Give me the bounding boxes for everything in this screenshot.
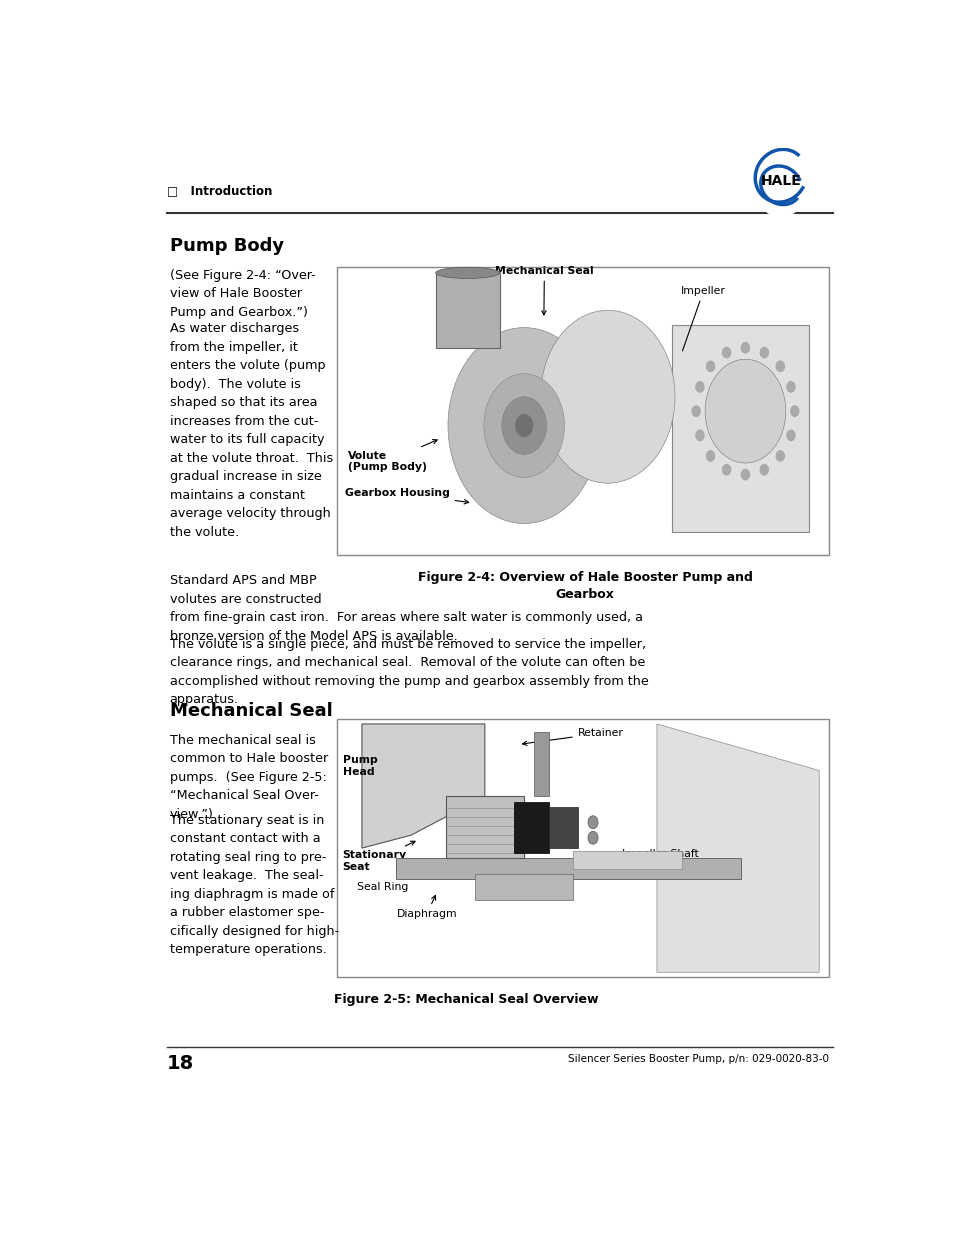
Circle shape — [587, 816, 598, 829]
Text: Figure 2-5: Mechanical Seal Overview: Figure 2-5: Mechanical Seal Overview — [335, 993, 598, 1005]
Circle shape — [540, 310, 675, 483]
Text: (See Figure 2-4: “Over-
view of Hale Booster
Pump and Gearbox.”): (See Figure 2-4: “Over- view of Hale Boo… — [170, 269, 314, 319]
Text: Figure 2-4: Overview of Hale Booster Pump and
Gearbox: Figure 2-4: Overview of Hale Booster Pum… — [417, 572, 752, 601]
Text: Standard APS and MBP
volutes are constructed
from fine-grain cast iron.  For are: Standard APS and MBP volutes are constru… — [170, 574, 642, 642]
Circle shape — [721, 347, 730, 358]
Circle shape — [483, 374, 564, 478]
FancyBboxPatch shape — [534, 731, 548, 797]
Circle shape — [691, 406, 700, 416]
Text: Mechanical Seal: Mechanical Seal — [170, 701, 332, 720]
FancyBboxPatch shape — [514, 802, 548, 853]
Text: Impeller: Impeller — [680, 285, 725, 351]
Text: The volute is a single piece, and must be removed to service the impeller,
clear: The volute is a single piece, and must b… — [170, 638, 648, 706]
FancyBboxPatch shape — [395, 858, 740, 879]
Circle shape — [704, 359, 785, 463]
Circle shape — [706, 451, 714, 461]
Circle shape — [721, 464, 730, 475]
FancyBboxPatch shape — [573, 851, 680, 868]
Text: 18: 18 — [167, 1055, 194, 1073]
FancyBboxPatch shape — [436, 273, 499, 348]
Ellipse shape — [436, 267, 499, 278]
Circle shape — [515, 414, 533, 437]
Circle shape — [776, 361, 783, 372]
Text: Volute
(Pump Body): Volute (Pump Body) — [348, 440, 436, 472]
Circle shape — [587, 831, 598, 845]
Circle shape — [790, 406, 798, 416]
Text: The stationary seat is in
constant contact with a
rotating seal ring to pre-
ven: The stationary seat is in constant conta… — [170, 814, 338, 956]
Polygon shape — [361, 724, 484, 848]
Text: □   Introduction: □ Introduction — [167, 184, 273, 198]
Text: Seal Ring: Seal Ring — [357, 869, 426, 893]
Text: Retainer: Retainer — [522, 729, 623, 746]
Circle shape — [740, 342, 749, 353]
Circle shape — [760, 464, 767, 475]
Text: The mechanical seal is
common to Hale booster
pumps.  (See Figure 2-5:
“Mechanic: The mechanical seal is common to Hale bo… — [170, 734, 328, 821]
Text: HALE: HALE — [760, 174, 801, 188]
FancyBboxPatch shape — [475, 874, 573, 900]
Circle shape — [448, 327, 599, 524]
Circle shape — [760, 347, 767, 358]
Circle shape — [695, 382, 703, 391]
Text: Silencer Series Booster Pump, p/n: 029-0020-83-0: Silencer Series Booster Pump, p/n: 029-0… — [567, 1055, 828, 1065]
Circle shape — [501, 396, 546, 454]
Circle shape — [706, 361, 714, 372]
FancyBboxPatch shape — [337, 267, 828, 556]
Polygon shape — [657, 724, 819, 972]
Text: Gearbox Housing: Gearbox Housing — [344, 488, 468, 504]
Text: Pump
Head: Pump Head — [343, 755, 377, 777]
FancyBboxPatch shape — [445, 797, 523, 858]
Text: Impeller Shaft: Impeller Shaft — [621, 848, 698, 858]
Circle shape — [786, 382, 794, 391]
Text: Mechanical Seal: Mechanical Seal — [495, 266, 593, 315]
FancyBboxPatch shape — [671, 325, 808, 532]
FancyBboxPatch shape — [548, 806, 578, 848]
Circle shape — [695, 430, 703, 441]
Text: As water discharges
from the impeller, it
enters the volute (pump
body).  The vo: As water discharges from the impeller, i… — [170, 322, 333, 538]
FancyBboxPatch shape — [337, 719, 828, 977]
Text: Pump Body: Pump Body — [170, 237, 283, 254]
Text: Stationary
Seat: Stationary Seat — [342, 841, 415, 872]
Circle shape — [752, 144, 808, 216]
Circle shape — [776, 451, 783, 461]
Circle shape — [740, 469, 749, 479]
Circle shape — [786, 430, 794, 441]
Text: Diaphragm: Diaphragm — [396, 895, 456, 919]
